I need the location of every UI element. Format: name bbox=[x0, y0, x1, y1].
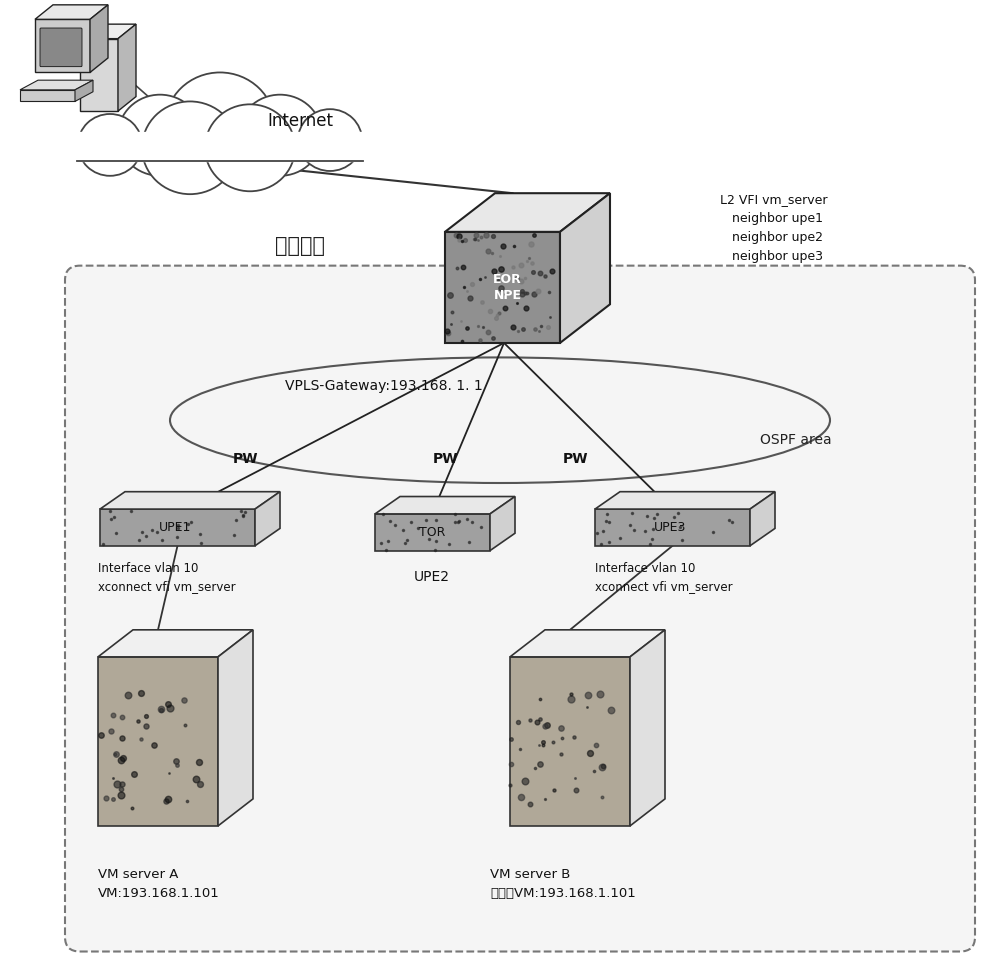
Text: PW: PW bbox=[562, 452, 588, 466]
FancyBboxPatch shape bbox=[65, 266, 975, 952]
Text: 数据中心: 数据中心 bbox=[275, 236, 325, 256]
Text: PW: PW bbox=[232, 452, 258, 466]
Polygon shape bbox=[255, 492, 280, 546]
Polygon shape bbox=[90, 5, 108, 72]
Polygon shape bbox=[20, 80, 93, 90]
Text: Interface vlan 10
xconnect vfi vm_server: Interface vlan 10 xconnect vfi vm_server bbox=[98, 562, 236, 593]
Polygon shape bbox=[375, 514, 490, 551]
Circle shape bbox=[205, 104, 295, 191]
Polygon shape bbox=[445, 193, 610, 232]
Polygon shape bbox=[98, 630, 253, 657]
Text: L2 VFI vm_server
   neighbor upe1
   neighbor upe2
   neighbor upe3: L2 VFI vm_server neighbor upe1 neighbor … bbox=[720, 193, 828, 263]
Circle shape bbox=[298, 109, 362, 171]
Circle shape bbox=[142, 101, 238, 194]
Polygon shape bbox=[35, 19, 90, 72]
Polygon shape bbox=[100, 492, 280, 509]
Text: VM server B
迁移后VM:193.168.1.101: VM server B 迁移后VM:193.168.1.101 bbox=[490, 868, 636, 900]
Circle shape bbox=[238, 95, 322, 176]
Polygon shape bbox=[80, 39, 118, 111]
FancyBboxPatch shape bbox=[40, 28, 82, 67]
Circle shape bbox=[118, 95, 202, 176]
Polygon shape bbox=[20, 90, 75, 101]
Text: OSPF area: OSPF area bbox=[760, 433, 832, 446]
Text: UPE1: UPE1 bbox=[159, 521, 191, 534]
Text: TOR: TOR bbox=[419, 526, 445, 539]
Polygon shape bbox=[75, 132, 365, 161]
Polygon shape bbox=[118, 24, 136, 111]
Text: VM server A
VM:193.168.1.101: VM server A VM:193.168.1.101 bbox=[98, 868, 220, 900]
Polygon shape bbox=[98, 657, 218, 826]
Polygon shape bbox=[75, 80, 93, 101]
Text: Internet: Internet bbox=[267, 112, 333, 129]
Text: Interface vlan 10
xconnect vfi vm_server: Interface vlan 10 xconnect vfi vm_server bbox=[595, 562, 733, 593]
Polygon shape bbox=[560, 193, 610, 343]
Text: EOR
NPE: EOR NPE bbox=[493, 272, 522, 302]
Polygon shape bbox=[445, 232, 560, 343]
Polygon shape bbox=[510, 630, 665, 657]
Polygon shape bbox=[630, 630, 665, 826]
Circle shape bbox=[165, 72, 275, 179]
Polygon shape bbox=[375, 497, 515, 514]
Polygon shape bbox=[218, 630, 253, 826]
Text: UPE2: UPE2 bbox=[414, 570, 450, 583]
Text: UPE3: UPE3 bbox=[654, 521, 686, 534]
Circle shape bbox=[78, 114, 142, 176]
Text: VPLS-Gateway:193.168. 1. 1: VPLS-Gateway:193.168. 1. 1 bbox=[285, 380, 483, 393]
Polygon shape bbox=[595, 492, 775, 509]
Polygon shape bbox=[490, 497, 515, 551]
Polygon shape bbox=[100, 509, 255, 546]
Polygon shape bbox=[510, 657, 630, 826]
Polygon shape bbox=[35, 5, 108, 19]
Text: PW: PW bbox=[432, 452, 458, 466]
Polygon shape bbox=[80, 24, 136, 39]
Polygon shape bbox=[595, 509, 750, 546]
Polygon shape bbox=[750, 492, 775, 546]
